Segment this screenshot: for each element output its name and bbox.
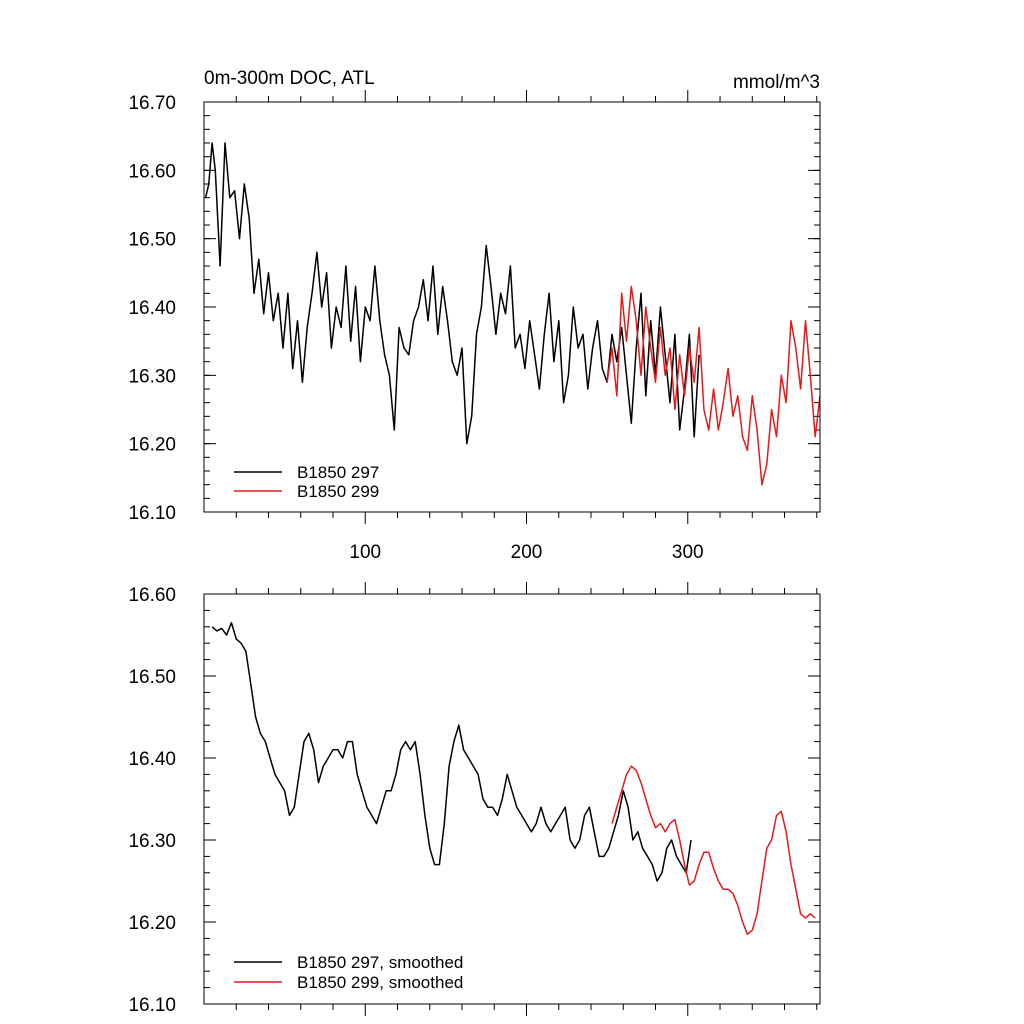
top-panel-ticks: 16.10 16.20 16.30 16.40 16.50 16.60 16.70 100 20…	[128, 90, 820, 563]
series-line-b1850-299-smoothed	[611, 765, 816, 936]
x-tick-label: 100	[349, 542, 381, 563]
top-panel-units: mmol/m^3	[733, 72, 820, 93]
y-tick-label: 16.30	[128, 366, 176, 387]
y-tick-label: 16.30	[128, 831, 176, 852]
y-tick-label: 16.10	[128, 995, 176, 1016]
y-tick-label: 16.60	[128, 161, 176, 182]
bottom-panel: 16.10 16.20 16.30 16.40 16.50 16.60 B1850 297…	[128, 582, 821, 1016]
top-panel-title: 0m-300m DOC, ATL	[204, 68, 375, 89]
legend-label-b1850-299: B1850 299	[297, 482, 379, 501]
top-panel-legend: B1850 297 B1850 299	[234, 463, 379, 501]
y-tick-label: 16.20	[128, 913, 176, 934]
y-tick-label: 16.50	[128, 230, 176, 251]
bottom-panel-frame	[203, 593, 821, 1005]
y-tick-label: 16.20	[128, 435, 176, 456]
bottom-panel-series	[211, 621, 816, 936]
top-panel-frame	[203, 101, 821, 513]
y-tick-label: 16.70	[128, 93, 176, 114]
y-tick-label: 16.10	[128, 503, 176, 524]
bottom-panel-ticks: 16.10 16.20 16.30 16.40 16.50 16.60	[128, 582, 820, 1016]
legend-label-b1850-297-smoothed: B1850 297, smoothed	[297, 953, 463, 972]
x-tick-label: 200	[511, 542, 543, 563]
y-tick-label: 16.60	[128, 585, 176, 606]
top-panel-series	[204, 142, 821, 486]
series-line-b1850-297-smoothed	[211, 621, 692, 882]
top-panel: 0m-300m DOC, ATL mmol/m^3 16.10 16.20 16.3…	[128, 68, 821, 563]
bottom-panel-legend: B1850 297, smoothed B1850 299, smoothed	[234, 953, 463, 992]
x-tick-label: 300	[672, 542, 704, 563]
series-line-b1850-299	[606, 285, 821, 486]
legend-label-b1850-297: B1850 297	[297, 463, 379, 482]
y-tick-label: 16.40	[128, 298, 176, 319]
series-line-b1850-297	[204, 142, 700, 445]
y-tick-label: 16.40	[128, 749, 176, 770]
legend-label-b1850-299-smoothed: B1850 299, smoothed	[297, 973, 463, 992]
y-tick-label: 16.50	[128, 667, 176, 688]
